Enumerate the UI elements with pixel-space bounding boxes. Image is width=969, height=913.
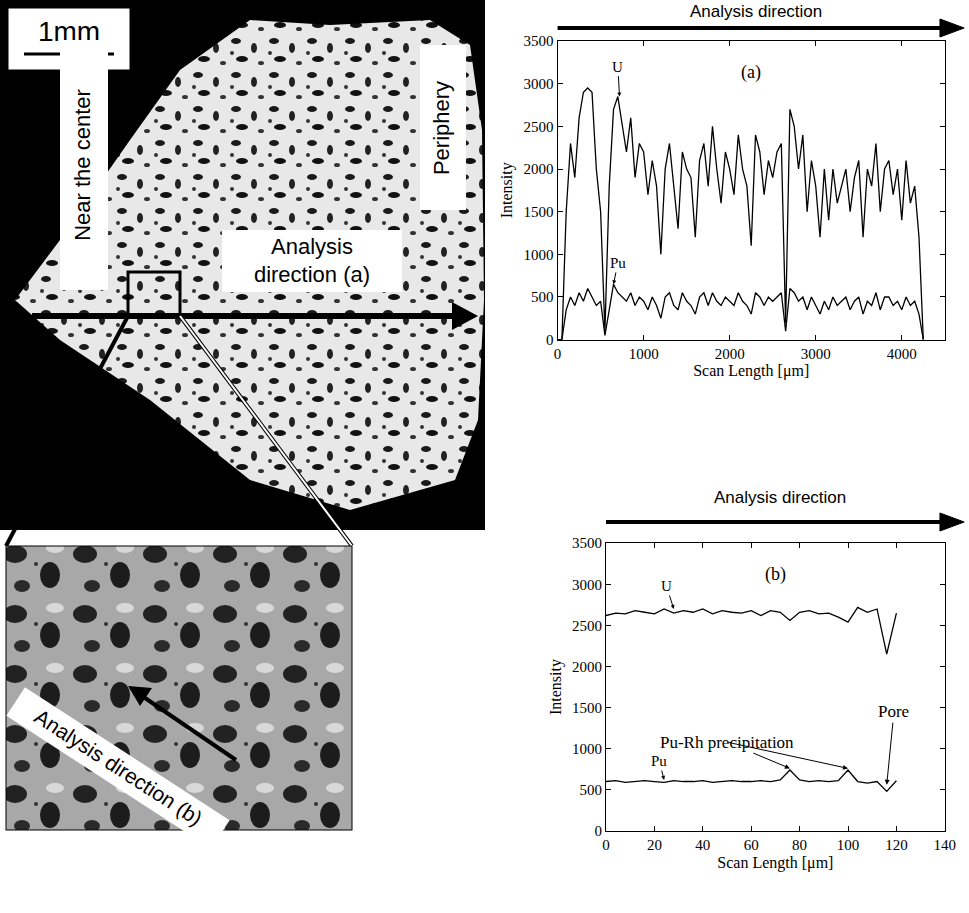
svg-text:60: 60	[744, 837, 759, 853]
svg-text:Pu: Pu	[610, 255, 626, 271]
svg-text:2500: 2500	[572, 618, 602, 634]
svg-text:2500: 2500	[524, 119, 554, 135]
svg-text:(b): (b)	[765, 564, 786, 585]
svg-text:Analysis: Analysis	[271, 234, 353, 259]
svg-text:U: U	[612, 59, 623, 75]
svg-text:3500: 3500	[572, 535, 602, 551]
svg-text:0: 0	[595, 823, 603, 839]
svg-text:Scan Length [μm]: Scan Length [μm]	[693, 362, 809, 380]
svg-text:1000: 1000	[572, 741, 602, 757]
svg-text:500: 500	[580, 782, 603, 798]
svg-text:120: 120	[885, 837, 908, 853]
svg-text:Periphery: Periphery	[429, 81, 454, 175]
svg-text:Analysis direction: Analysis direction	[714, 488, 846, 507]
svg-text:Intensity: Intensity	[498, 162, 516, 218]
svg-text:(a): (a)	[741, 62, 761, 83]
svg-text:80: 80	[792, 837, 807, 853]
svg-text:0: 0	[546, 332, 554, 348]
svg-text:2000: 2000	[524, 161, 554, 177]
svg-text:4000: 4000	[887, 346, 917, 362]
svg-text:500: 500	[531, 289, 554, 305]
svg-text:1500: 1500	[572, 700, 602, 716]
svg-text:Near the center: Near the center	[70, 89, 95, 241]
svg-text:direction (a): direction (a)	[254, 262, 370, 287]
svg-text:140: 140	[934, 837, 957, 853]
svg-text:Analysis direction (b): Analysis direction (b)	[31, 704, 207, 829]
svg-text:1500: 1500	[524, 204, 554, 220]
svg-text:Analysis direction: Analysis direction	[690, 2, 822, 21]
svg-text:Intensity: Intensity	[547, 659, 565, 715]
svg-text:U: U	[661, 578, 672, 594]
svg-text:Pore: Pore	[878, 702, 909, 721]
svg-text:1000: 1000	[524, 247, 554, 263]
svg-text:2000: 2000	[715, 346, 745, 362]
svg-text:3000: 3000	[801, 346, 831, 362]
svg-text:Pu: Pu	[651, 753, 667, 769]
svg-text:40: 40	[695, 837, 710, 853]
svg-text:20: 20	[647, 837, 662, 853]
svg-text:1000: 1000	[629, 346, 659, 362]
svg-text:0: 0	[554, 346, 562, 362]
svg-text:0: 0	[602, 837, 610, 853]
svg-text:1mm: 1mm	[37, 16, 101, 48]
svg-text:2000: 2000	[572, 659, 602, 675]
svg-text:3000: 3000	[524, 76, 554, 92]
svg-text:100: 100	[837, 837, 860, 853]
svg-text:Pu-Rh precipitation: Pu-Rh precipitation	[660, 733, 794, 752]
svg-text:Scan Length [μm]: Scan Length [μm]	[717, 854, 833, 872]
svg-text:3500: 3500	[524, 33, 554, 49]
svg-text:3000: 3000	[572, 577, 602, 593]
